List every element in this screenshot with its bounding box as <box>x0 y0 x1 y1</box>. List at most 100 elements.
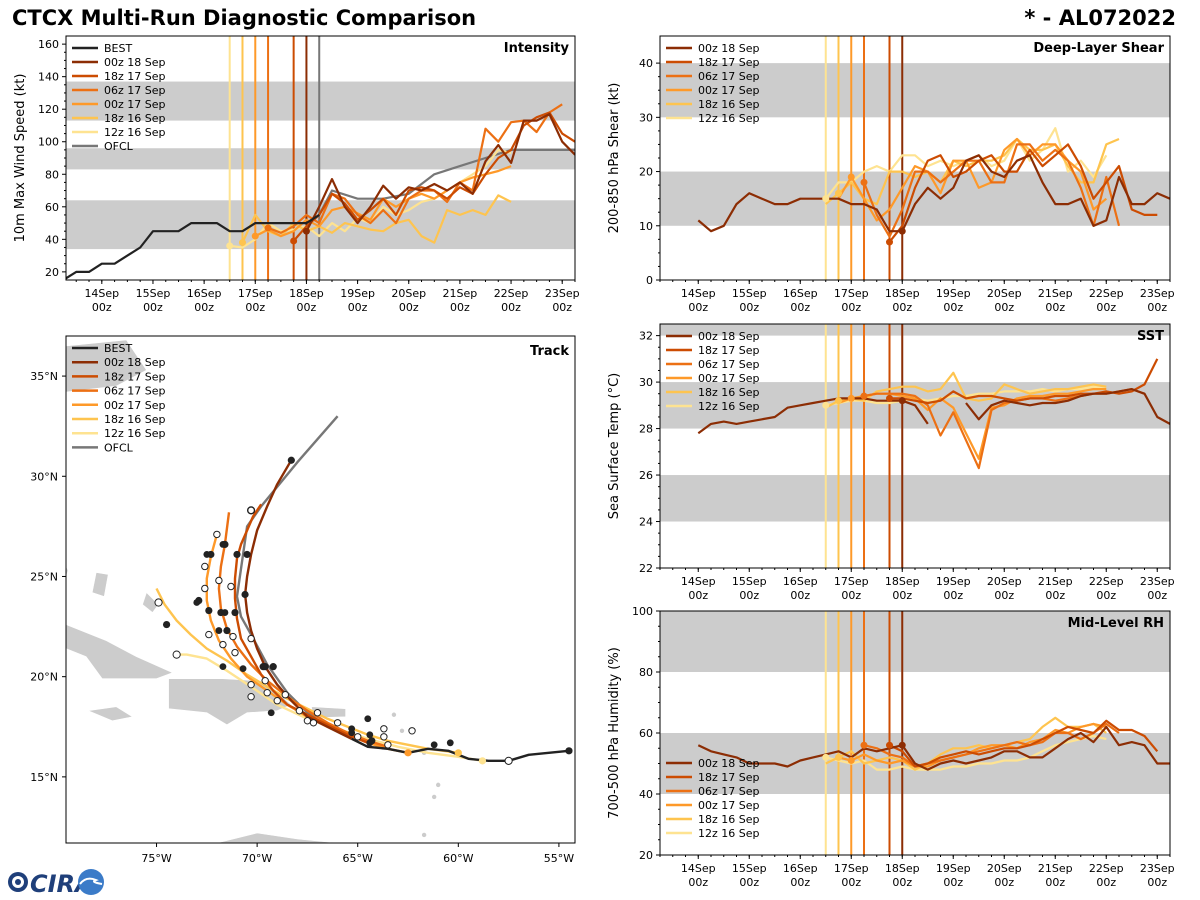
sst-xtick-label: 23Sep <box>1140 575 1175 588</box>
sst-xtick-label: 16Sep <box>783 575 818 588</box>
intensity-xtick-hour: 00z <box>399 301 419 314</box>
track-lon-label: 70°W <box>242 852 272 865</box>
track-marker-00z-17-sep <box>205 606 213 615</box>
intensity-ytick-label: 120 <box>38 103 59 116</box>
intensity-series-best <box>66 213 320 280</box>
rh-xtick-hour: 00z <box>1147 876 1167 889</box>
rh-xtick-label: 16Sep <box>783 862 818 875</box>
rh-xtick-hour: 00z <box>739 876 759 889</box>
sst-title: SST <box>1137 329 1164 344</box>
track-open-marker-15 <box>247 693 255 701</box>
track-open-marker-17 <box>295 707 304 715</box>
shear-legend-label-00z-18-sep: 00z 18 Sep <box>698 42 760 55</box>
sst-xtick-hour: 00z <box>1147 589 1167 602</box>
track-marker-18z-17-sep <box>259 663 267 671</box>
sst-xtick-label: 21Sep <box>1038 575 1073 588</box>
sst-ytick-label: 32 <box>639 330 653 343</box>
intensity-title: Intensity <box>504 41 570 56</box>
track-marker-00z-18-sep <box>287 456 295 464</box>
track-legend-label-00z-17-sep: 00z 17 Sep <box>104 399 166 412</box>
rh-init-point-00z-18-sep <box>898 741 906 749</box>
intensity-init-point-00z-18-sep <box>302 227 310 235</box>
rh-xtick-label: 20Sep <box>987 862 1022 875</box>
rh-series-00z-18-sep <box>697 725 1170 771</box>
shear-ytick-label: 40 <box>639 57 653 70</box>
shear-series-06z-17-sep <box>862 143 1121 238</box>
track-lat-label: 30°N <box>30 470 58 483</box>
sst-init-point-18z-17-sep <box>886 394 893 402</box>
rh-xtick-label: 19Sep <box>936 862 971 875</box>
track-open-marker-16 <box>273 697 281 705</box>
intensity-init-point-00z-17-sep <box>251 232 259 240</box>
sst-xtick-hour: 00z <box>892 589 912 602</box>
track-marker-00z-17-sep <box>404 749 412 757</box>
track-lat-label: 20°N <box>30 671 58 684</box>
land-andros <box>91 572 109 597</box>
shear-xtick-hour: 00z <box>739 301 759 314</box>
sst-xtick-hour: 00z <box>1045 589 1065 602</box>
shear-init-point-06z-17-sep <box>860 178 868 186</box>
intensity-xtick-label: 19Sep <box>340 287 375 300</box>
track-legend-label-18z-17-sep: 18z 17 Sep <box>104 370 166 383</box>
track-open-marker-23 <box>408 727 416 735</box>
shear-legend-label-18z-17-sep: 18z 17 Sep <box>698 56 760 69</box>
intensity-xtick-label: 15Sep <box>136 287 171 300</box>
sst-xtick-label: 15Sep <box>732 575 767 588</box>
sst-ytick-label: 26 <box>639 469 653 482</box>
sst-ytick-label: 30 <box>639 376 653 389</box>
intensity-ytick-label: 100 <box>38 136 59 149</box>
shear-xtick-hour: 00z <box>1096 301 1116 314</box>
shear-legend-label-00z-17-sep: 00z 17 Sep <box>698 84 760 97</box>
intensity-band-2 <box>66 81 575 121</box>
intensity-legend-label-00z-17-sep: 00z 17 Sep <box>104 98 166 111</box>
rh-xtick-label: 15Sep <box>732 862 767 875</box>
rh-init-point-18z-16-sep <box>835 753 842 761</box>
track-legend-label-12z-16-sep: 12z 16 Sep <box>104 427 166 440</box>
shear-xtick-label: 23Sep <box>1140 287 1175 300</box>
rh-xtick-label: 18Sep <box>885 862 920 875</box>
track-title: Track <box>530 344 569 359</box>
sst-ylabel: Sea Surface Temp (°C) <box>607 373 622 520</box>
track-marker-best <box>565 747 573 755</box>
sst-legend-label-00z-18-sep: 00z 18 Sep <box>698 330 760 343</box>
track-open-marker-21 <box>333 719 342 727</box>
track-open-marker-26 <box>384 741 392 749</box>
track-open-marker-20 <box>309 719 318 727</box>
track-open-marker-6 <box>205 630 213 639</box>
sst-xtick-hour: 00z <box>943 589 963 602</box>
chart-shear: 01020304014Sep00z15Sep00z16Sep00z17Sep00… <box>607 35 1175 314</box>
track-dark-marker-11 <box>219 663 227 671</box>
sst-legend-label-00z-17-sep: 00z 17 Sep <box>698 372 760 385</box>
track-frame <box>65 335 576 844</box>
sst-xtick-hour: 00z <box>994 589 1014 602</box>
track-dark-marker-12 <box>267 709 275 717</box>
sst-band-0 <box>660 475 1170 522</box>
intensity-series-18z-17-sep <box>292 111 575 242</box>
sst-ytick-label: 24 <box>639 516 653 529</box>
shear-xtick-hour: 00z <box>1045 301 1065 314</box>
track-dark-marker-7 <box>219 541 227 548</box>
sst-series-00z-18-sep <box>965 388 1170 425</box>
shear-xtick-hour: 00z <box>790 301 810 314</box>
rh-xtick-hour: 00z <box>841 876 861 889</box>
shear-series-18z-16-sep <box>825 137 1120 206</box>
sst-band-2 <box>660 324 1170 336</box>
sst-xtick-label: 14Sep <box>681 575 716 588</box>
sst-xtick-label: 20Sep <box>987 575 1022 588</box>
shear-xtick-hour: 00z <box>892 301 912 314</box>
rh-ytick-label: 100 <box>632 605 653 618</box>
chart-track: 75°W 70°W 65°W 60°W 55°W 15°N 20°N 25°N 30°N 35°N… <box>30 335 576 865</box>
track-marker-06z-17-sep <box>223 626 231 635</box>
shear-legend-label-06z-17-sep: 06z 17 Sep <box>698 70 760 83</box>
shear-series-00z-18-sep <box>697 154 1170 233</box>
sst-xtick-hour: 00z <box>790 589 810 602</box>
track-legend-label-best: BEST <box>104 342 132 355</box>
rh-xtick-hour: 00z <box>1096 876 1116 889</box>
track-open-marker-2 <box>201 562 209 571</box>
intensity-init-point-06z-17-sep <box>264 224 272 232</box>
chart-sst: 22242628303214Sep00z15Sep00z16Sep00z17Se… <box>607 323 1175 602</box>
sst-xtick-hour: 00z <box>1096 589 1116 602</box>
intensity-ytick-label: 20 <box>45 266 59 279</box>
